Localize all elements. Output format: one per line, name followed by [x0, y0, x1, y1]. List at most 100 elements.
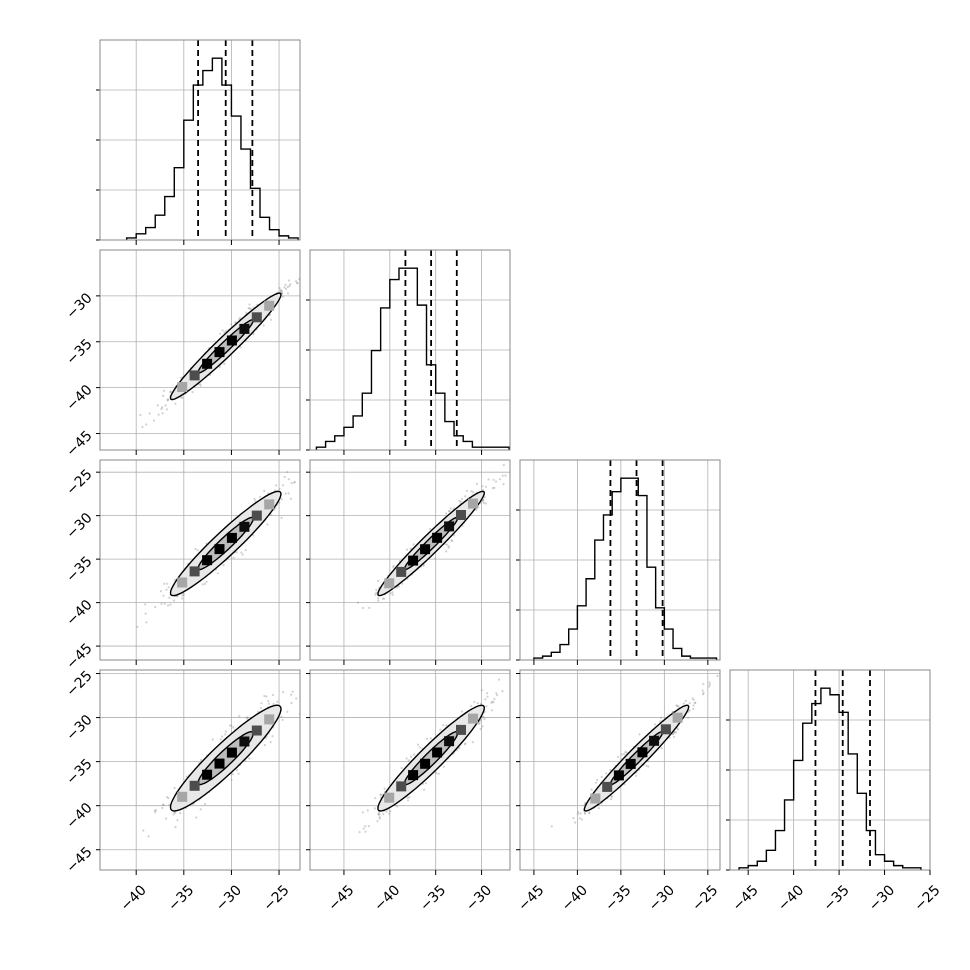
sample-point: [163, 389, 166, 392]
sample-point: [286, 292, 290, 295]
sample-point: [453, 534, 456, 537]
scatter-area: [139, 277, 307, 429]
panel-frame: [519, 459, 721, 661]
sample-point: [166, 604, 170, 607]
sample-point: [688, 702, 691, 705]
sample-point: [502, 483, 505, 486]
y-tick-label: −40: [63, 382, 95, 414]
sample-point: [578, 817, 581, 820]
x-tick-label: −25: [689, 882, 721, 914]
sample-point: [165, 588, 168, 591]
sample-point: [442, 765, 445, 768]
sample-point: [144, 612, 147, 615]
sample-point: [625, 751, 628, 754]
sample-point: [263, 744, 266, 747]
sample-point: [367, 825, 370, 828]
density-cell: [660, 724, 671, 735]
sample-point: [245, 716, 248, 719]
sample-point: [496, 694, 499, 697]
x-tick-label: −30: [213, 882, 245, 914]
sample-point: [588, 811, 591, 814]
x-tick-label: −40: [775, 882, 807, 914]
panel-frame: [99, 39, 301, 241]
sample-point: [266, 523, 269, 526]
y-tick-label: −40: [63, 597, 95, 629]
sample-point: [358, 831, 361, 834]
sample-point: [230, 724, 233, 727]
histogram-step-line: [125, 57, 299, 240]
sample-point: [498, 678, 501, 681]
density-cell: [444, 521, 455, 532]
density-cell: [189, 780, 200, 791]
sample-point: [504, 474, 507, 477]
sample-point: [687, 716, 690, 719]
sample-point: [167, 398, 170, 401]
sample-point: [659, 716, 663, 719]
sample-point: [377, 811, 381, 814]
sample-point: [572, 817, 575, 820]
sample-point: [481, 499, 484, 502]
y-tick-label: −30: [63, 290, 95, 322]
sample-point: [260, 702, 263, 705]
sample-point: [463, 743, 467, 746]
density-cell: [468, 713, 478, 724]
sample-point: [692, 698, 695, 701]
sample-point: [382, 813, 385, 816]
sample-point: [610, 798, 613, 801]
sample-point: [645, 764, 648, 767]
sample-point: [617, 755, 620, 759]
sample-point: [362, 827, 365, 830]
sample-point: [461, 710, 464, 713]
sample-point: [172, 813, 175, 816]
density-cell: [396, 566, 407, 577]
sample-point: [407, 799, 410, 802]
sample-point: [281, 295, 284, 298]
sample-point: [610, 795, 613, 798]
sample-point: [481, 499, 484, 503]
density-cell: [408, 555, 419, 566]
sample-point: [596, 778, 599, 782]
sample-point: [482, 715, 485, 719]
sample-point: [597, 807, 600, 810]
sample-point: [450, 539, 453, 543]
sample-point: [429, 737, 432, 740]
sample-point: [290, 482, 293, 485]
sample-point: [263, 694, 266, 698]
panel-frame: [729, 669, 931, 871]
sample-point: [141, 425, 144, 429]
sample-point: [381, 597, 384, 600]
sample-point: [464, 742, 467, 745]
sample-point: [162, 594, 165, 597]
sample-point: [273, 489, 277, 492]
sample-point: [491, 487, 495, 490]
sample-point: [260, 706, 263, 710]
sample-point: [389, 810, 392, 813]
panel-frame: [99, 249, 301, 451]
x-tick-label: −40: [559, 882, 591, 914]
sample-point: [647, 760, 650, 763]
sample-point: [162, 394, 165, 397]
sample-point: [439, 728, 442, 731]
sample-point: [588, 812, 591, 815]
sample-point: [676, 704, 679, 708]
sample-point: [482, 498, 485, 501]
sample-point: [305, 283, 307, 285]
density-cell: [264, 499, 275, 510]
sample-point: [195, 816, 198, 819]
sample-point: [708, 681, 711, 684]
sample-point: [234, 321, 237, 324]
sample-point: [198, 383, 202, 386]
sample-point: [492, 478, 495, 481]
sample-point: [407, 759, 410, 762]
sample-point: [147, 835, 150, 838]
density-cell: [625, 758, 636, 769]
histogram-panel-2: [516, 459, 721, 661]
sample-point: [693, 701, 696, 704]
sample-point: [624, 751, 627, 754]
panel-frame: [99, 669, 301, 871]
sample-point: [677, 705, 680, 708]
sample-point: [289, 283, 292, 286]
sample-point: [708, 683, 712, 686]
y-tick-label: −45: [63, 428, 95, 460]
sample-point: [224, 733, 227, 736]
